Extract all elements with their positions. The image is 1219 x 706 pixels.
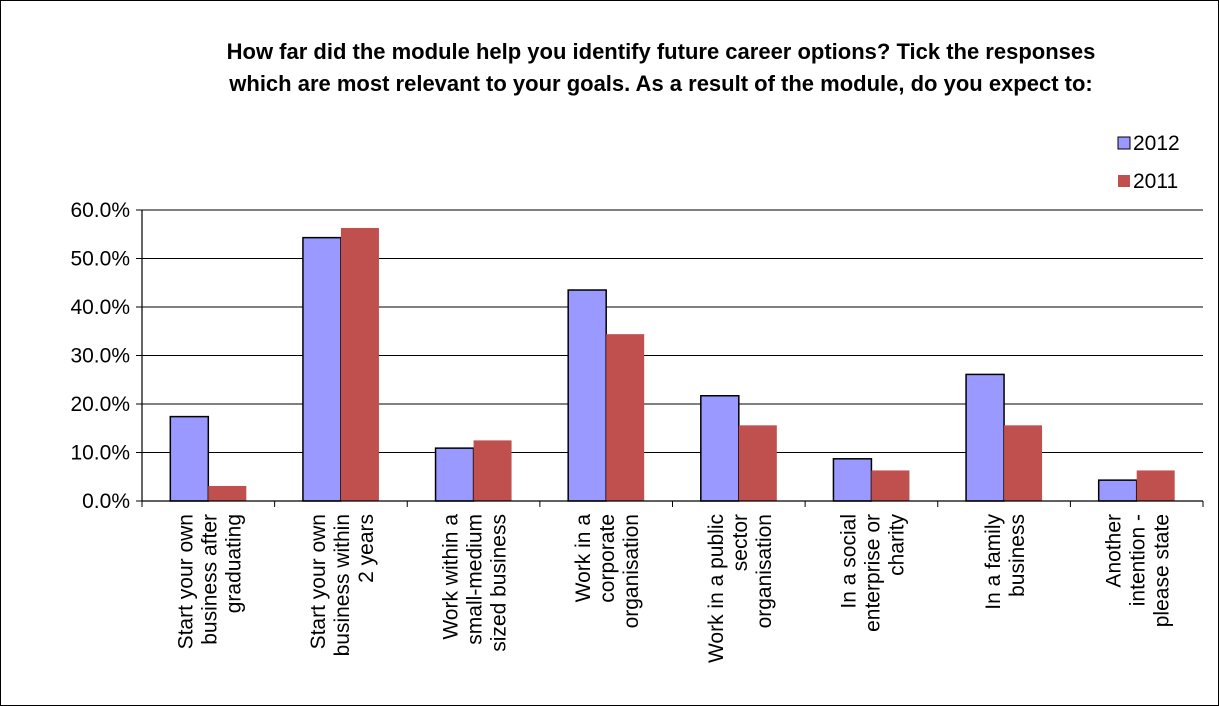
x-category-label: Work in a <box>572 514 595 603</box>
bar-2012-3 <box>434 447 475 502</box>
y-tick-label: 60.0% <box>70 199 130 222</box>
x-category-label: In a social <box>837 514 860 609</box>
x-category-label: Another <box>1103 514 1126 588</box>
y-tick-label: 10.0% <box>70 442 130 465</box>
legend-swatch-2012 <box>1117 136 1131 150</box>
x-category-label: business after <box>198 514 221 645</box>
x-category-label: Start your own <box>174 514 197 649</box>
legend-label-2011: 2011 <box>1133 170 1178 193</box>
x-category-label: please state <box>1151 514 1174 627</box>
bar-2011-2 <box>340 227 379 501</box>
x-category-label: enterprise or <box>861 514 884 632</box>
x-category-label: In a family <box>982 514 1005 610</box>
x-category-label: corporate <box>596 514 619 603</box>
x-category-label: graduating <box>222 514 245 613</box>
bar-2012-2 <box>302 236 342 502</box>
x-category-label: sector <box>729 514 752 571</box>
legend-swatch-2011 <box>1118 175 1130 187</box>
chart-title-line: How far did the module help you identify… <box>227 39 1096 64</box>
chart-title: How far did the module help you identify… <box>227 39 1096 96</box>
chart-title-line: which are most relevant to your goals. A… <box>228 71 1092 96</box>
x-category-label: 2 years <box>355 514 378 583</box>
bar-2011-7 <box>1004 425 1043 501</box>
x-category-label: organisation <box>753 514 776 628</box>
x-category-label: business <box>1006 514 1029 597</box>
bar-2012-5 <box>700 395 740 502</box>
y-tick-label: 50.0% <box>70 248 130 271</box>
x-category-label: Work within a <box>440 514 463 640</box>
y-tick-label: 0.0% <box>82 490 130 513</box>
y-axis-ticks: 0.0% 10.0% 20.0% 30.0% 40.0% 50.0% 60.0% <box>70 199 142 513</box>
x-category-label: Start your own <box>307 514 330 649</box>
x-category-label: sized business <box>488 514 511 652</box>
bar-2012-8 <box>1097 479 1138 502</box>
y-tick-label: 30.0% <box>70 345 130 368</box>
bar-2012-1 <box>169 415 210 502</box>
bar-2012-4 <box>567 289 607 502</box>
bar-2011-8 <box>1136 470 1175 501</box>
y-tick-label: 40.0% <box>70 296 130 319</box>
x-axis-labels: Start your own business after graduating St… <box>174 514 1173 664</box>
bar-2011-4 <box>606 334 645 501</box>
bar-2011-3 <box>473 440 512 501</box>
gridlines <box>142 209 1203 453</box>
legend: 2012 2011 <box>1117 132 1180 193</box>
x-category-label: charity <box>885 514 908 576</box>
bar-2011-1 <box>208 485 247 501</box>
axes <box>141 210 1204 507</box>
bar-2012-6 <box>832 458 873 502</box>
bar-2011-5 <box>738 425 777 501</box>
x-category-label: business within <box>331 514 354 656</box>
y-tick-label: 20.0% <box>70 393 130 416</box>
bar-2011-6 <box>871 470 910 501</box>
x-category-label: organisation <box>620 514 643 628</box>
x-category-label: Work in a public <box>705 514 728 663</box>
legend-label-2012: 2012 <box>1133 132 1180 155</box>
x-category-label: small-medium <box>464 514 487 645</box>
x-category-label: intention - <box>1127 514 1150 606</box>
bars <box>169 227 1175 502</box>
bar-2012-7 <box>965 373 1005 502</box>
